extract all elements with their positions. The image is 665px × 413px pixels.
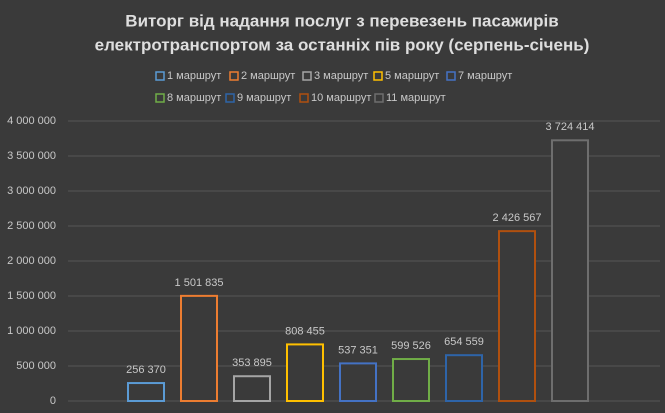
data-label: 808 455 — [285, 325, 325, 337]
data-label: 1 501 835 — [175, 277, 224, 289]
legend-marker — [446, 71, 456, 81]
bar — [445, 354, 483, 403]
data-label: 353 895 — [232, 357, 272, 369]
legend-marker — [225, 93, 235, 103]
legend-marker — [155, 93, 165, 103]
data-label: 654 559 — [444, 336, 484, 348]
bar — [286, 343, 324, 402]
chart-title: Виторг від надання послуг з перевезень п… — [125, 11, 558, 30]
y-tick-label: 2 000 000 — [7, 255, 56, 267]
data-label: 3 724 414 — [546, 121, 595, 133]
legend-marker — [374, 93, 384, 103]
legend-label: 10 маршрут — [311, 92, 371, 104]
bar — [233, 375, 271, 403]
legend-label: 2 маршрут — [241, 70, 295, 82]
bar — [127, 382, 165, 403]
y-tick-label: 1 000 000 — [7, 325, 56, 337]
y-tick-label: 2 500 000 — [7, 220, 56, 232]
legend-marker — [155, 71, 165, 81]
data-label: 599 526 — [391, 340, 431, 352]
legend-label: 9 маршрут — [237, 92, 291, 104]
legend-marker — [373, 71, 383, 81]
legend-label: 3 маршрут — [314, 70, 368, 82]
y-tick-label: 0 — [50, 395, 56, 407]
legend-label: 5 маршрут — [385, 70, 439, 82]
bar — [551, 139, 589, 402]
data-label: 256 370 — [126, 364, 166, 376]
bar — [392, 358, 430, 402]
legend-label: 11 маршрут — [386, 92, 446, 104]
legend-marker — [229, 71, 239, 81]
y-tick-label: 1 500 000 — [7, 290, 56, 302]
y-tick-label: 3 000 000 — [7, 185, 56, 197]
data-label: 537 351 — [338, 344, 378, 356]
bar — [180, 294, 218, 402]
y-tick-label: 500 000 — [16, 360, 56, 372]
y-tick-label: 3 500 000 — [7, 150, 56, 162]
y-tick-label: 4 000 000 — [7, 115, 56, 127]
bar — [339, 362, 377, 403]
chart-title: електротранспортом за останніх пів року … — [95, 35, 590, 54]
data-label: 2 426 567 — [493, 212, 542, 224]
bar — [498, 230, 536, 402]
legend-marker — [299, 93, 309, 103]
legend-label: 7 маршрут — [458, 70, 512, 82]
legend-label: 1 маршрут — [167, 70, 221, 82]
legend-marker — [302, 71, 312, 81]
legend-label: 8 маршрут — [167, 92, 221, 104]
